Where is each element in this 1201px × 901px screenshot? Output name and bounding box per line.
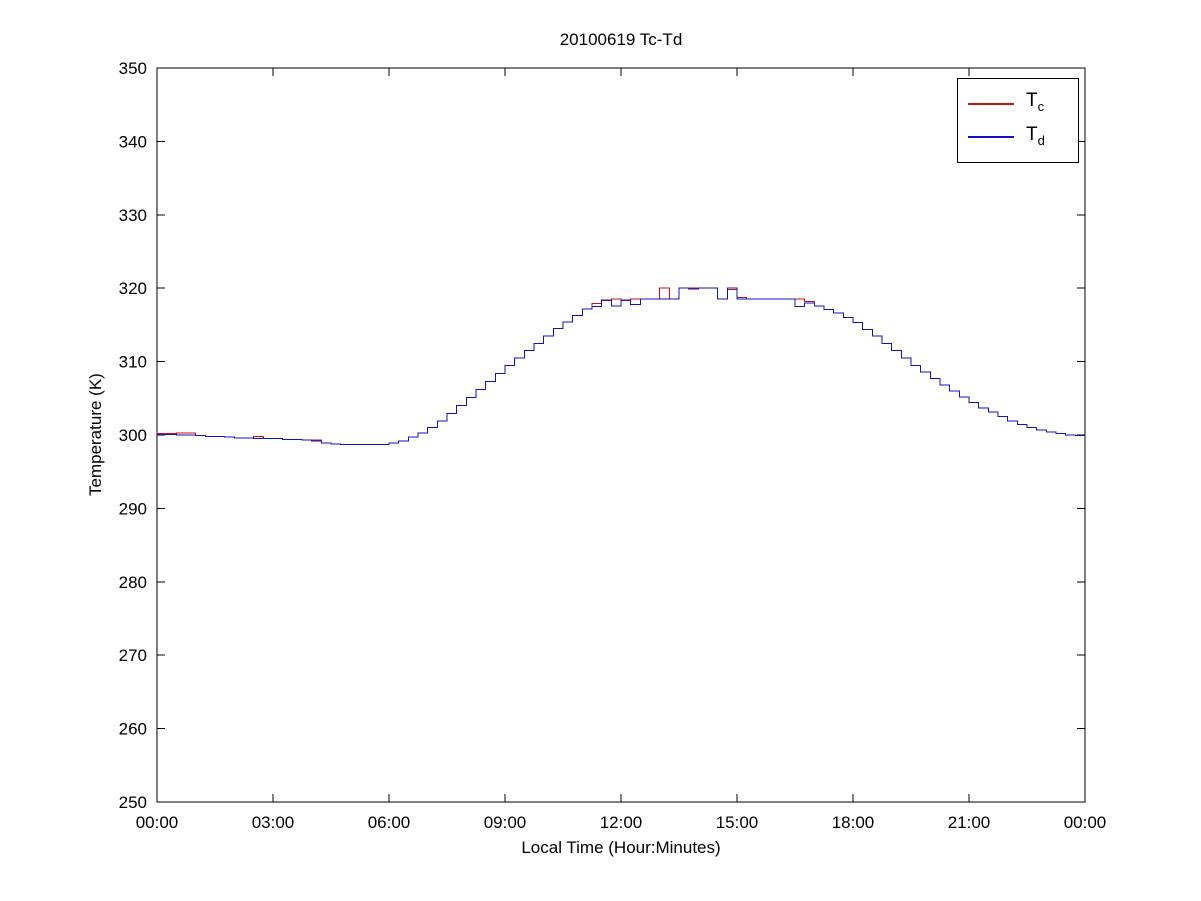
legend-label-tc: Tc (1026, 91, 1044, 116)
legend-line-tc (968, 102, 1014, 105)
x-tick-label: 15:00 (716, 813, 759, 832)
y-tick-label: 300 (119, 426, 147, 445)
legend-label-td: Td (1026, 125, 1045, 150)
x-tick-label: 06:00 (368, 813, 411, 832)
x-tick-label: 18:00 (832, 813, 875, 832)
y-tick-label: 310 (119, 353, 147, 372)
x-tick-label: 09:00 (484, 813, 527, 832)
legend-label-td-main: T (1026, 123, 1038, 145)
y-tick-label: 320 (119, 279, 147, 298)
y-tick-label: 340 (119, 132, 147, 151)
y-axis-label: Temperature (K) (86, 373, 105, 497)
x-tick-label: 00:00 (1064, 813, 1107, 832)
x-tick-label: 03:00 (252, 813, 295, 832)
y-tick-label: 350 (119, 59, 147, 78)
y-tick-label: 260 (119, 720, 147, 739)
y-tick-label: 290 (119, 499, 147, 518)
legend-item-td: Td (968, 125, 1068, 150)
legend-label-td-sub: d (1037, 132, 1045, 148)
series-line-td (157, 287, 1086, 446)
x-tick-label: 12:00 (600, 813, 643, 832)
series-line-tc (157, 287, 1086, 446)
legend-line-td (968, 136, 1014, 139)
x-tick-label: 21:00 (948, 813, 991, 832)
y-tick-label: 330 (119, 206, 147, 225)
legend-label-tc-main: T (1026, 90, 1038, 112)
y-tick-label: 270 (119, 646, 147, 665)
y-tick-label: 280 (119, 573, 147, 592)
legend-label-tc-sub: c (1037, 99, 1045, 115)
legend-item-tc: Tc (968, 91, 1068, 116)
y-tick-label: 250 (119, 793, 147, 812)
axes-frame (156, 67, 1086, 803)
x-tick-label: 00:00 (136, 813, 179, 832)
x-axis-label: Local Time (Hour:Minutes) (521, 838, 721, 857)
legend: Tc Td (957, 78, 1079, 163)
chart-title: 20100619 Tc-Td (559, 30, 683, 49)
